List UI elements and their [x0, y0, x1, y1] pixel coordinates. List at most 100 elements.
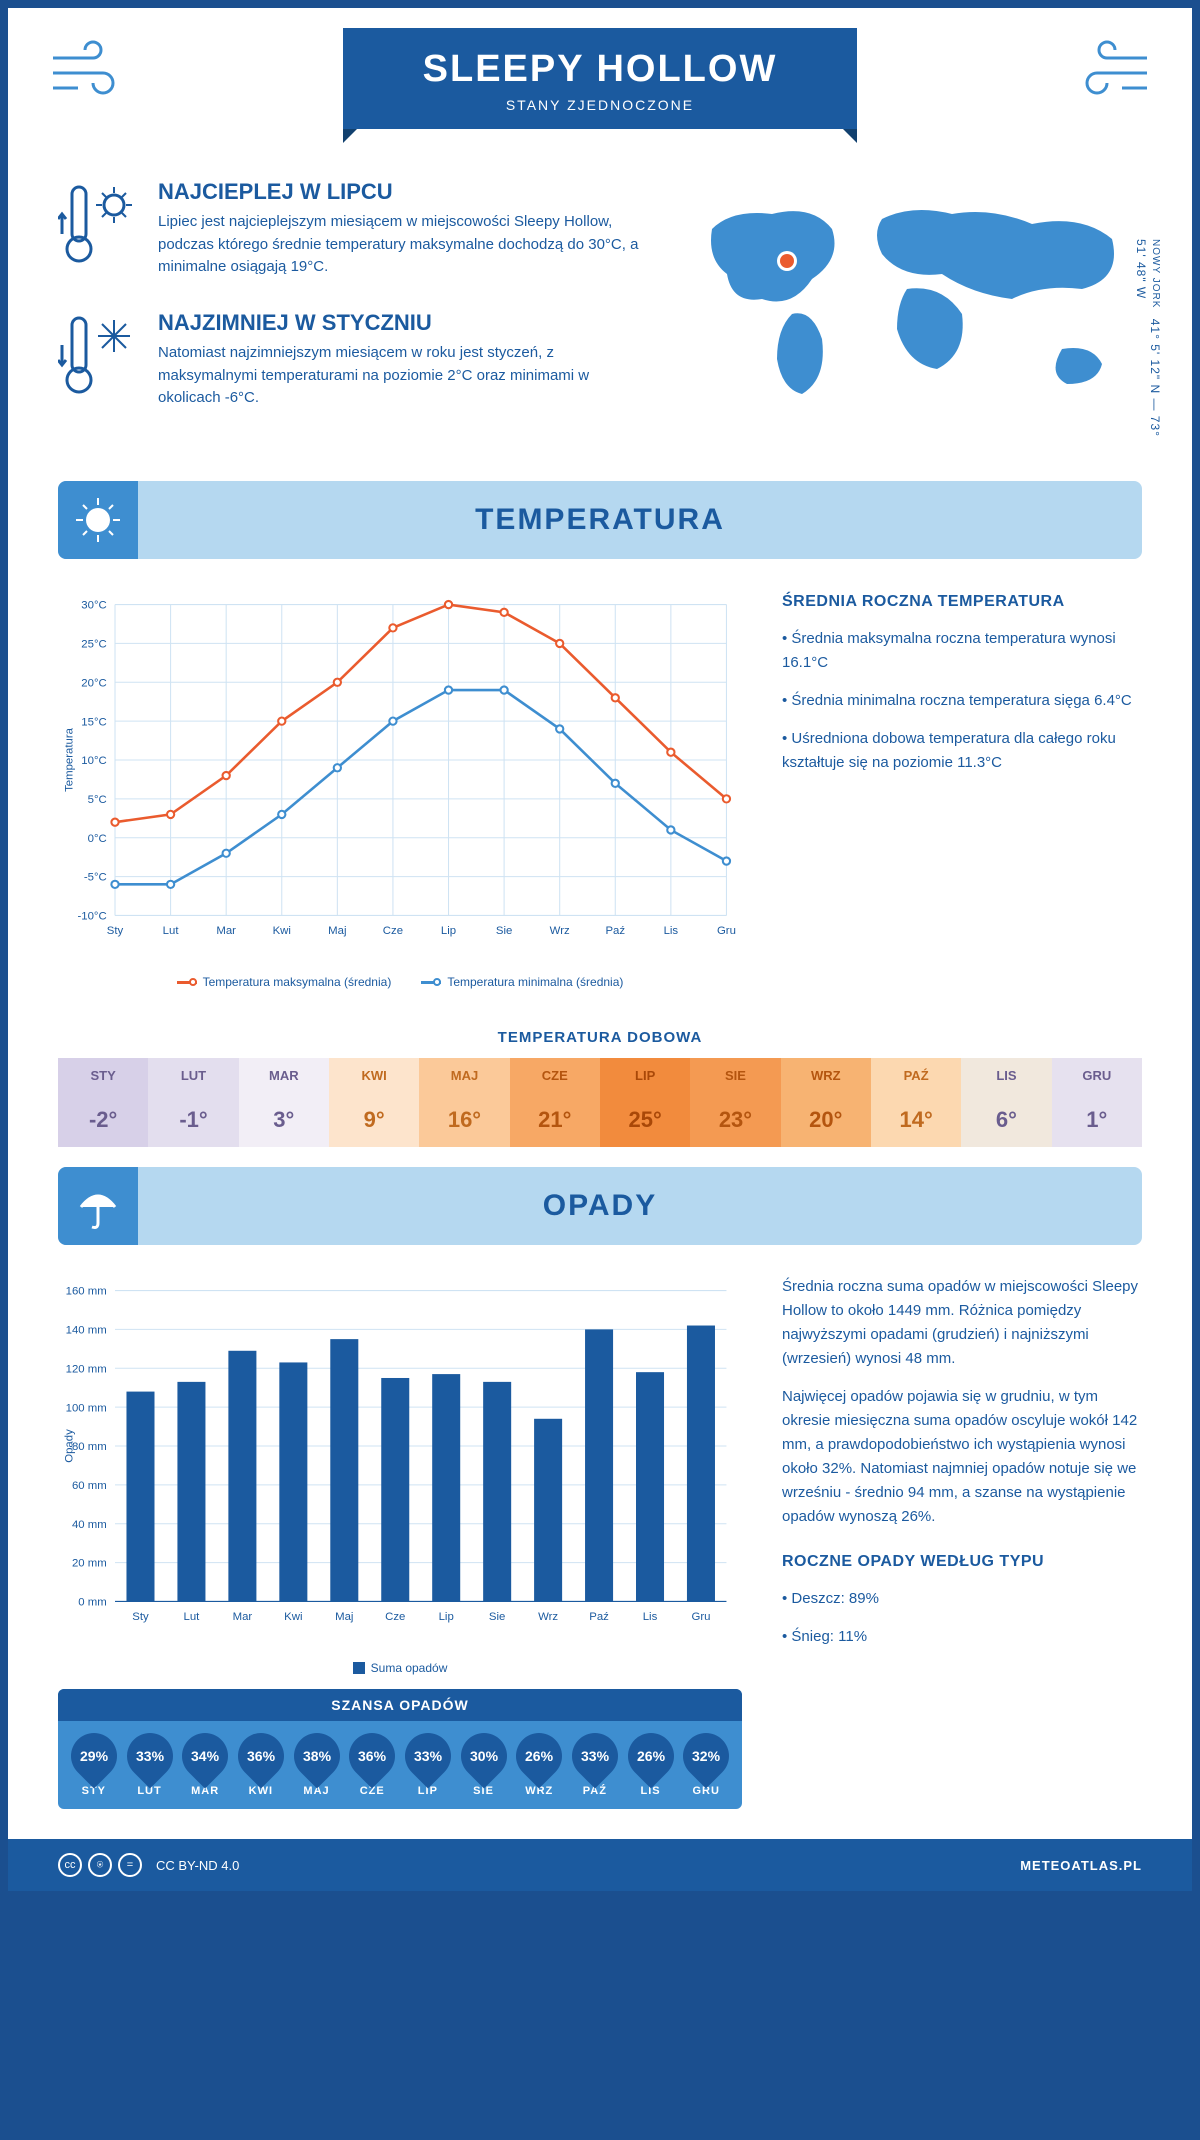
rain-drop: 36%KWI [233, 1733, 289, 1797]
wind-icon [1072, 38, 1152, 112]
daily-cell: PAŹ14° [871, 1058, 961, 1147]
svg-text:Mar: Mar [216, 925, 236, 937]
world-map-icon [682, 179, 1142, 419]
svg-text:25°C: 25°C [81, 639, 106, 651]
coldest-title: NAJZIMNIEJ W STYCZNIU [158, 310, 642, 336]
daily-cell: CZE21° [510, 1058, 600, 1147]
svg-text:Lut: Lut [184, 1611, 201, 1623]
rain-drop: 33%PAŹ [567, 1733, 623, 1797]
warmest-text: Lipiec jest najcieplejszym miesiącem w m… [158, 211, 642, 279]
warmest-block: NAJCIEPLEJ W LIPCU Lipiec jest najcieple… [58, 179, 642, 282]
svg-text:Paź: Paź [589, 1611, 609, 1623]
daily-temp-title: TEMPERATURA DOBOWA [8, 1029, 1192, 1046]
svg-text:140 mm: 140 mm [66, 1325, 107, 1337]
svg-text:Wrz: Wrz [550, 925, 570, 937]
daily-cell: LIP25° [600, 1058, 690, 1147]
daily-cell: SIE23° [690, 1058, 780, 1147]
coordinates: NOWY JORK 41° 5' 12" N — 73° 51' 48" W [1134, 239, 1162, 441]
svg-text:Sie: Sie [489, 1611, 505, 1623]
daily-cell: LUT-1° [148, 1058, 238, 1147]
svg-text:10°C: 10°C [81, 755, 106, 767]
rain-chance-panel: SZANSA OPADÓW 29%STY33%LUT34%MAR36%KWI38… [58, 1689, 742, 1809]
rain-drop: 26%WRZ [511, 1733, 567, 1797]
rain-drop: 33%LUT [122, 1733, 178, 1797]
city-name: SLEEPY HOLLOW [423, 48, 778, 91]
daily-cell: MAJ16° [419, 1058, 509, 1147]
svg-text:60 mm: 60 mm [72, 1480, 107, 1492]
svg-text:0 mm: 0 mm [78, 1597, 106, 1609]
svg-text:Sty: Sty [107, 925, 124, 937]
weather-infographic: SLEEPY HOLLOW STANY ZJEDNOCZONE NAJCIEPL… [8, 8, 1192, 1891]
svg-text:Paź: Paź [605, 925, 625, 937]
daily-cell: KWI9° [329, 1058, 419, 1147]
rain-drop: 32%GRU [678, 1733, 734, 1797]
svg-text:Cze: Cze [385, 1611, 405, 1623]
sun-icon [58, 481, 138, 559]
svg-text:Lip: Lip [441, 925, 456, 937]
svg-text:Maj: Maj [328, 925, 346, 937]
svg-text:100 mm: 100 mm [66, 1402, 107, 1414]
warmest-title: NAJCIEPLEJ W LIPCU [158, 179, 642, 205]
precipitation-chart: 0 mm 20 mm 40 mm 60 mm 80 mm 100 mm 120 mm 140 … [58, 1275, 742, 1809]
precipitation-header: OPADY [58, 1167, 1142, 1245]
daily-cell: MAR3° [239, 1058, 329, 1147]
header: SLEEPY HOLLOW STANY ZJEDNOCZONE [8, 8, 1192, 139]
svg-text:Lut: Lut [163, 925, 180, 937]
svg-text:15°C: 15°C [81, 716, 106, 728]
svg-text:30°C: 30°C [81, 600, 106, 612]
svg-text:5°C: 5°C [88, 794, 107, 806]
coldest-text: Natomiast najzimniejszym miesiącem w rok… [158, 342, 642, 410]
rain-drop: 26%LIS [623, 1733, 679, 1797]
svg-text:Gru: Gru [717, 925, 736, 937]
svg-text:Gru: Gru [691, 1611, 710, 1623]
precipitation-summary: Średnia roczna suma opadów w miejscowośc… [782, 1275, 1142, 1809]
site-name: METEOATLAS.PL [1020, 1858, 1142, 1873]
svg-text:-10°C: -10°C [78, 911, 107, 923]
daily-cell: GRU1° [1052, 1058, 1142, 1147]
by-icon: ⍟ [88, 1853, 112, 1877]
rain-drop: 30%SIE [456, 1733, 512, 1797]
svg-text:40 mm: 40 mm [72, 1519, 107, 1531]
daily-cell: STY-2° [58, 1058, 148, 1147]
svg-text:Mar: Mar [233, 1611, 253, 1623]
svg-text:Opady: Opady [64, 1429, 76, 1463]
temperature-header: TEMPERATURA [58, 481, 1142, 559]
license: cc ⍟ = CC BY-ND 4.0 [58, 1853, 239, 1877]
title-banner: SLEEPY HOLLOW STANY ZJEDNOCZONE [343, 28, 858, 129]
svg-text:-5°C: -5°C [84, 872, 107, 884]
cc-icon: cc [58, 1853, 82, 1877]
rain-drop: 38%MAJ [289, 1733, 345, 1797]
svg-text:80 mm: 80 mm [72, 1441, 107, 1453]
rain-drop: 34%MAR [177, 1733, 233, 1797]
thermometer-sun-icon [58, 179, 138, 282]
svg-text:Kwi: Kwi [273, 925, 291, 937]
temperature-summary: ŚREDNIA ROCZNA TEMPERATURA • Średnia mak… [782, 589, 1142, 989]
temperature-chart: -10°C -5°C 0°C 5°C 10°C 15°C 20°C 25°C 30°C Sty Lu… [58, 589, 742, 989]
svg-text:0°C: 0°C [88, 833, 107, 845]
map-block: NOWY JORK 41° 5' 12" N — 73° 51' 48" W [682, 179, 1142, 441]
svg-text:Sie: Sie [496, 925, 512, 937]
wind-icon [48, 38, 128, 112]
rain-drop: 33%LIP [400, 1733, 456, 1797]
svg-text:20°C: 20°C [81, 677, 106, 689]
svg-text:Sty: Sty [132, 1611, 149, 1623]
svg-text:20 mm: 20 mm [72, 1558, 107, 1570]
svg-text:Lip: Lip [439, 1611, 454, 1623]
footer: cc ⍟ = CC BY-ND 4.0 METEOATLAS.PL [8, 1839, 1192, 1891]
daily-cell: WRZ20° [781, 1058, 871, 1147]
umbrella-icon [58, 1167, 138, 1245]
nd-icon: = [118, 1853, 142, 1877]
country-name: STANY ZJEDNOCZONE [423, 97, 778, 113]
svg-text:Wrz: Wrz [538, 1611, 558, 1623]
daily-temp-table: STY-2°LUT-1°MAR3°KWI9°MAJ16°CZE21°LIP25°… [58, 1058, 1142, 1147]
svg-text:Cze: Cze [383, 925, 403, 937]
intro-section: NAJCIEPLEJ W LIPCU Lipiec jest najcieple… [8, 139, 1192, 461]
thermometer-snow-icon [58, 310, 138, 413]
rain-drop: 29%STY [66, 1733, 122, 1797]
svg-text:160 mm: 160 mm [66, 1286, 107, 1298]
svg-text:120 mm: 120 mm [66, 1363, 107, 1375]
svg-text:Kwi: Kwi [284, 1611, 302, 1623]
svg-text:Maj: Maj [335, 1611, 353, 1623]
daily-cell: LIS6° [961, 1058, 1051, 1147]
rain-drop: 36%CZE [344, 1733, 400, 1797]
